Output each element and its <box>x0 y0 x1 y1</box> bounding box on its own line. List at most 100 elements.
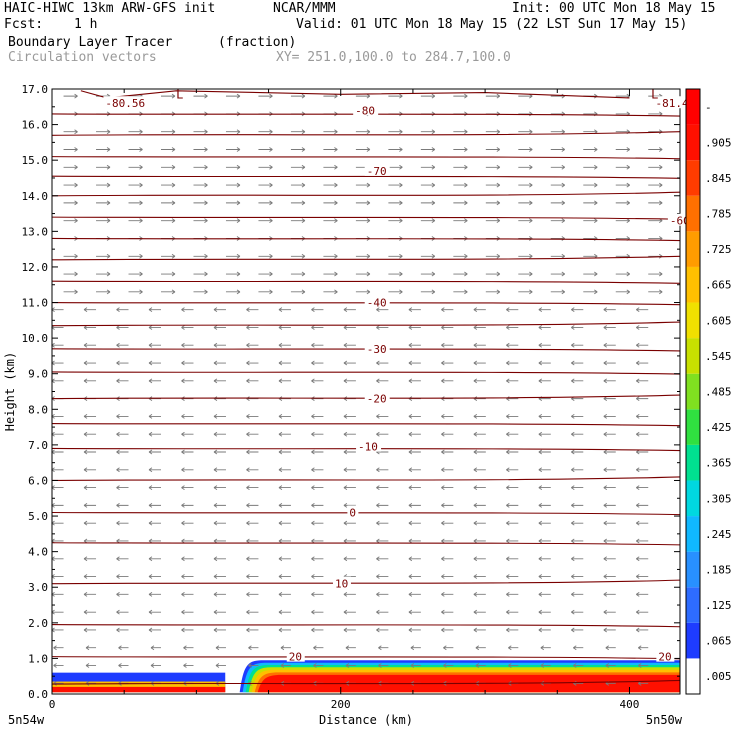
wind-vector <box>311 556 324 562</box>
wind-vector <box>148 414 161 419</box>
wind-vector <box>615 147 631 152</box>
wind-vector <box>116 503 129 508</box>
wind-vector <box>343 556 356 562</box>
wind-vector <box>473 360 486 366</box>
wind-vector <box>453 93 468 99</box>
wind-vector <box>583 200 598 206</box>
wind-vector <box>635 591 649 597</box>
wind-vector <box>83 503 97 508</box>
wind-vector <box>388 93 403 99</box>
wind-vector <box>116 467 129 473</box>
wind-vector <box>518 129 533 135</box>
wind-vector <box>290 147 306 152</box>
wind-vector <box>96 129 111 135</box>
wind-vector <box>311 414 324 419</box>
model-title: HAIC-HIWC 13km ARW-GFS init <box>4 1 216 16</box>
wind-vector <box>323 164 338 170</box>
contour-label: 20 <box>658 651 671 664</box>
colorbar-segment <box>686 195 700 232</box>
wind-vector <box>538 627 551 633</box>
wind-vector <box>388 271 403 277</box>
wind-vector <box>376 609 389 615</box>
contour-line <box>51 679 681 685</box>
colorbar-segment <box>686 373 700 410</box>
x-end-label-left: 5n54w <box>8 713 45 727</box>
wind-vector <box>181 591 194 597</box>
wind-vector <box>280 663 291 668</box>
wind-vector <box>408 431 421 437</box>
wind-vector <box>83 307 97 313</box>
wind-vector <box>441 503 454 508</box>
wind-vector <box>246 307 259 313</box>
wind-vector <box>83 609 97 615</box>
wind-vector <box>181 414 194 419</box>
wind-vector <box>648 271 663 277</box>
colorbar-label: .125 <box>705 599 732 612</box>
wind-vector <box>376 325 389 330</box>
wind-vector <box>193 289 208 295</box>
wind-vector <box>506 538 519 544</box>
wind-vector <box>355 253 371 259</box>
wind-vector <box>116 342 129 348</box>
wind-vector <box>51 449 64 455</box>
wind-vector <box>635 467 649 473</box>
wind-vector <box>116 360 129 366</box>
wind-vector <box>225 147 241 152</box>
wind-vector <box>128 200 143 206</box>
contour-label-bg <box>103 96 150 109</box>
wind-vector <box>453 200 468 206</box>
wind-vector <box>473 574 486 579</box>
wind-vector <box>213 378 226 384</box>
wind-vector <box>225 129 241 135</box>
wind-vector <box>278 307 291 313</box>
wind-vector <box>571 307 584 313</box>
wind-vector <box>148 449 161 455</box>
wind-vector <box>376 485 389 490</box>
wind-vector <box>311 467 324 473</box>
wind-vector <box>323 289 338 295</box>
wind-vector <box>63 253 78 259</box>
colorbar-label: .845 <box>705 172 732 185</box>
wind-vector <box>473 520 486 526</box>
wind-vector <box>193 271 208 277</box>
x-axis-label: Distance (km) <box>319 713 413 727</box>
wind-vector <box>258 147 273 152</box>
wind-vector <box>506 325 519 330</box>
wind-vector <box>441 396 454 401</box>
org-label: NCAR/MMM <box>273 1 336 16</box>
wind-vector <box>278 574 291 579</box>
wind-vector <box>116 591 129 597</box>
wind-vector <box>248 645 259 651</box>
wind-vector <box>441 342 454 348</box>
wind-vector <box>83 485 97 490</box>
wind-vector <box>376 467 389 473</box>
wind-vector <box>323 271 338 277</box>
wind-vector <box>246 556 259 562</box>
colorbar-segment <box>686 658 700 694</box>
wind-vector <box>603 467 616 473</box>
wind-vector <box>150 645 161 651</box>
wind-vector <box>453 164 468 170</box>
wind-vector <box>225 182 241 188</box>
contour-label-bg <box>364 391 390 404</box>
colorbar-segment <box>686 444 700 481</box>
wind-vector <box>410 645 421 651</box>
colorbar-label: .305 <box>705 492 732 505</box>
wind-vector <box>603 378 616 384</box>
wind-vector <box>571 627 584 633</box>
wind-vector <box>278 609 291 615</box>
colorbar-label: .545 <box>705 350 732 363</box>
colorbar-segment <box>686 516 700 552</box>
wind-vector <box>635 431 649 437</box>
wind-vector <box>473 485 486 490</box>
wind-vector <box>128 147 143 152</box>
wind-vector <box>311 503 324 508</box>
contour-label: -60 <box>670 215 690 228</box>
wind-vector <box>506 556 519 562</box>
wind-vector <box>388 129 403 135</box>
wind-vector <box>51 414 64 419</box>
wind-vector <box>215 663 226 668</box>
wind-vector <box>51 378 64 384</box>
wind-vector <box>343 609 356 615</box>
wind-vector <box>51 307 64 313</box>
